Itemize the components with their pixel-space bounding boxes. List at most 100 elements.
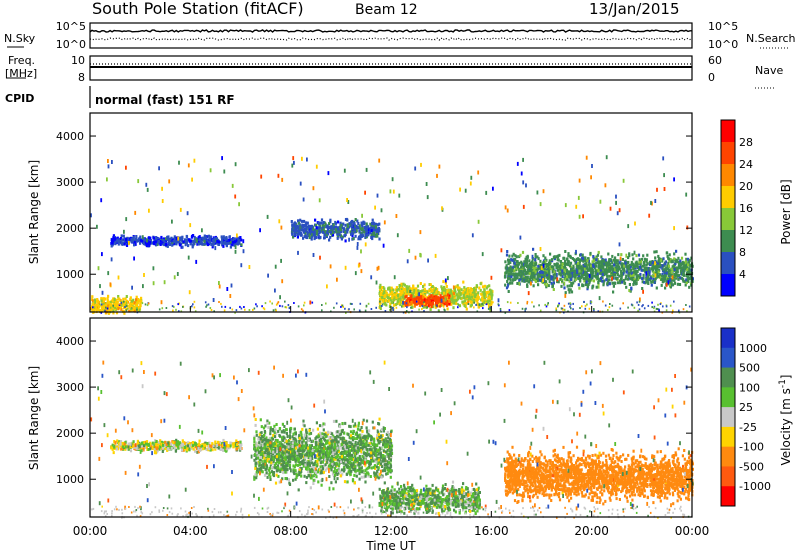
echo-cell — [543, 268, 546, 272]
near-range-cell — [178, 310, 180, 313]
echo-cell — [417, 289, 420, 293]
noise-cell — [361, 213, 363, 218]
noise-cell — [408, 248, 411, 253]
echo-cell — [515, 263, 518, 267]
near-range-cell — [401, 304, 404, 307]
echo-cell — [182, 448, 185, 452]
echo-cell — [379, 283, 382, 287]
echo-cell — [337, 220, 340, 224]
echo-cell — [450, 291, 453, 295]
echo-cell — [513, 269, 516, 273]
echo-cell — [358, 229, 361, 233]
near-range-cell — [509, 301, 512, 304]
echo-cell — [645, 274, 648, 278]
echo-cell — [632, 282, 635, 286]
echo-cell — [461, 300, 464, 304]
echo-cell — [470, 293, 473, 297]
echo-cell — [123, 242, 126, 246]
echo-cell — [317, 232, 320, 236]
echo-cell — [519, 253, 522, 257]
echo-cell — [99, 309, 102, 313]
echo-cell — [207, 444, 210, 448]
near-range-cell — [158, 308, 161, 311]
echo-cell — [187, 244, 190, 248]
echo-cell — [353, 224, 356, 228]
echo-cell — [489, 288, 492, 292]
noise-cell — [221, 156, 223, 161]
echo-cell — [378, 285, 381, 289]
echo-cell — [484, 294, 488, 298]
beam-title: Beam 12 — [355, 2, 418, 18]
echo-cell — [312, 233, 315, 237]
echo-cell — [116, 439, 119, 443]
freq-panel — [89, 55, 693, 81]
echo-cell — [630, 286, 633, 290]
echo-cell — [636, 262, 639, 266]
echo-cell — [670, 271, 673, 275]
noise-cell — [591, 164, 593, 168]
echo-cell — [602, 262, 605, 266]
echo-cell — [127, 445, 130, 449]
echo-cell — [618, 267, 621, 271]
echo-cell — [635, 260, 638, 264]
echo-cell — [215, 444, 218, 447]
echo-cell — [521, 279, 524, 283]
echo-cell — [96, 299, 100, 303]
echo-cell — [125, 295, 128, 298]
echo-cell — [372, 227, 375, 231]
echo-cell — [428, 295, 432, 299]
echo-cell — [632, 273, 635, 277]
echo-cell — [224, 448, 227, 452]
noise-cell — [447, 276, 449, 281]
echo-cell — [476, 302, 479, 306]
echo-cell — [552, 267, 555, 271]
echo-cell — [536, 277, 539, 280]
echo-cell — [552, 288, 555, 291]
noise-cell — [173, 275, 176, 280]
echo-cell — [512, 258, 515, 262]
echo-cell — [516, 275, 519, 279]
echo-cell — [469, 291, 472, 295]
noise-cell — [536, 190, 539, 195]
echo-cell — [572, 264, 575, 268]
echo-cell — [434, 295, 438, 299]
echo-cell — [584, 256, 587, 260]
near-range-cell — [125, 309, 128, 312]
near-range-cell — [438, 303, 441, 306]
echo-cell — [659, 258, 662, 262]
echo-cell — [677, 277, 680, 281]
nsearch-label: N.Search — [746, 32, 796, 45]
echo-cell — [596, 261, 599, 264]
echo-cell — [668, 253, 671, 257]
echo-cell — [360, 221, 363, 225]
echo-cell — [639, 260, 642, 263]
echo-cell — [405, 292, 408, 296]
echo-cell — [163, 240, 166, 244]
echo-cell — [144, 440, 147, 444]
echo-cell — [340, 237, 343, 241]
echo-cell — [536, 279, 540, 283]
near-range-cell — [234, 311, 236, 314]
echo-cell — [149, 236, 152, 240]
echo-cell — [455, 301, 458, 305]
echo-cell — [431, 301, 434, 305]
near-range-cell — [423, 302, 426, 305]
noise-cell — [673, 177, 675, 182]
echo-cell — [621, 267, 624, 271]
noise-cell — [179, 207, 182, 212]
echo-cell — [129, 442, 132, 446]
near-range-cell — [636, 301, 638, 304]
noise-cell — [434, 253, 437, 258]
echo-cell — [565, 275, 569, 279]
echo-cell — [624, 259, 627, 263]
echo-cell — [519, 274, 522, 278]
echo-cell — [419, 282, 422, 285]
echo-cell — [573, 259, 577, 263]
noise-cell — [490, 275, 493, 280]
echo-cell — [367, 227, 370, 231]
echo-cell — [551, 270, 554, 274]
echo-cell — [191, 245, 194, 249]
echo-cell — [402, 304, 405, 308]
echo-cell — [197, 240, 200, 244]
echo-cell — [330, 226, 333, 230]
